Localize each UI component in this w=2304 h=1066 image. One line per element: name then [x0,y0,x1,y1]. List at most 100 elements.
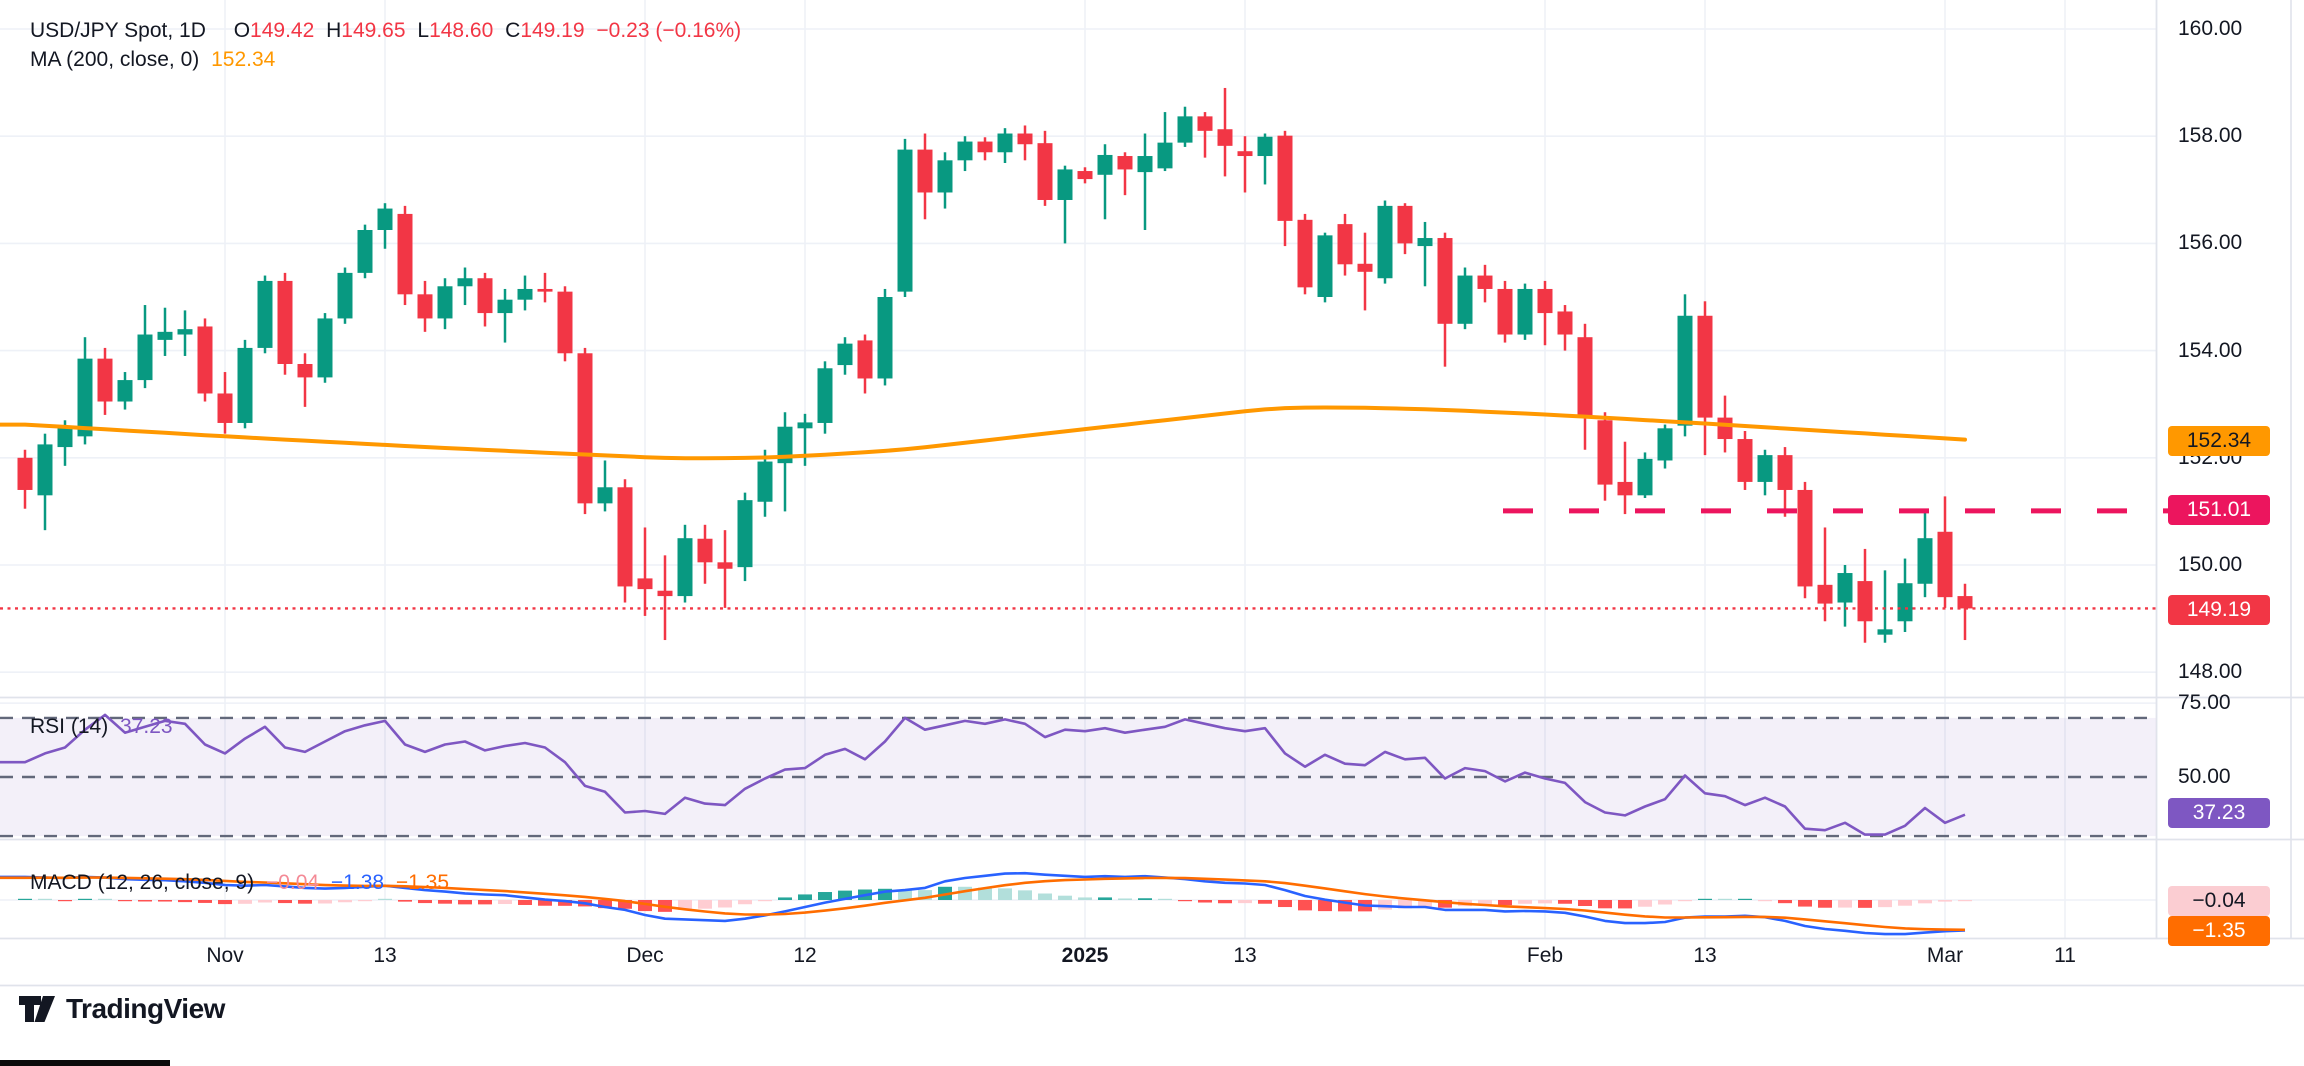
macd-histogram-bar [1218,900,1232,904]
candle-body [57,428,73,448]
candle-body [1637,458,1653,496]
symbol-title: USD/JPY Spot, 1D [30,19,206,42]
macd-histogram-bar [1118,898,1132,900]
low-value: 148.60 [429,19,494,42]
candle-wick [1883,570,1887,643]
macd-histogram-bar [38,898,52,900]
macd-histogram-bar [798,894,812,900]
candle-body [1137,156,1153,173]
candle-body [997,133,1013,153]
candle-body [157,331,173,340]
candle-body [517,288,533,300]
macd-histogram-bar [998,888,1012,900]
high-label: H [326,19,342,42]
candle-body [1577,337,1593,418]
candle-wick [643,527,647,616]
macd-histogram-bar [758,900,772,902]
candle-body [1297,219,1313,288]
macd-histogram-bar [1538,900,1552,904]
candle-body [1957,596,1973,609]
macd-histogram-bar [498,900,512,905]
candle-wick [1203,112,1207,158]
candle-body [817,368,833,423]
candle-wick [603,460,607,512]
candle-body [1797,489,1813,587]
candle-wick [1143,133,1147,230]
rsi-legend-row[interactable]: RSI (14) 37.23 [30,712,179,741]
macd-histogram-bar [358,900,372,902]
candle-body [1517,288,1533,335]
macd-histogram-bar [1698,898,1712,900]
candle-wick [1423,221,1427,287]
candle-body [597,487,613,504]
candle-body [1117,156,1133,170]
macd-signal-line [0,876,1966,932]
candle-body [897,149,913,292]
candle-body [777,426,793,464]
macd-histogram-bar [898,889,912,900]
macd-histogram-bar [1058,895,1072,900]
tradingview-logo[interactable]: TradingView [16,988,225,1030]
ma-legend-row[interactable]: MA (200, close, 0) 152.34 [30,45,281,74]
macd-histogram-bar [1338,900,1352,912]
macd-histogram-bar [1238,900,1252,904]
candle-body [577,353,593,504]
candle-wick [1823,527,1827,622]
symbol-legend-row[interactable]: USD/JPY Spot, 1D O149.42 H149.65 L148.60… [30,16,747,45]
macd-histogram-bar [58,900,72,902]
macd-histogram-bar [518,900,532,905]
macd-histogram-bar [178,900,192,903]
rsi-line [0,713,1966,836]
candle-body [837,343,853,366]
candle-body [1897,583,1913,622]
change-value: −0.23 (−0.16%) [596,19,742,42]
candle-body [1677,315,1693,426]
macd-line [0,871,1966,936]
candle-body [937,160,953,193]
candle-wick [1263,133,1267,185]
candle-body [1277,135,1293,221]
candle-body [1697,315,1713,418]
candle-body [1037,143,1053,200]
macd-histogram-bar [238,900,252,904]
candle-body [1177,116,1193,143]
candle-body [1557,311,1573,335]
macd-histogram-bar [138,900,152,902]
candle-wick [1063,165,1067,244]
macd-histogram-bar [1138,898,1152,900]
macd-histogram-bar [1378,900,1392,910]
macd-legend-row[interactable]: MACD (12, 26, close, 9) −0.04 −1.38 −1.3… [30,868,455,897]
candle-body [497,299,513,314]
macd-histogram-bar [338,900,352,903]
candle-wick [1243,136,1247,193]
macd-histogram-bar [1258,900,1272,904]
macd-histogram-bar [1798,900,1812,907]
macd-histogram-bar [258,900,272,903]
candle-body [1497,288,1513,335]
candle-body [1597,420,1613,485]
macd-histogram-bar [1478,900,1492,905]
macd-histogram-bar [1038,893,1052,900]
candle-body [1777,455,1793,490]
candle-body [1377,205,1393,279]
candle-body [617,487,633,587]
ma-value: 152.34 [211,48,276,71]
last-price-badge: 149.19 [2168,595,2270,625]
macd-histogram-bar [118,900,132,902]
candle-body [237,347,253,423]
macd-histogram-bar [1078,897,1092,900]
candle-wick [803,413,807,466]
candle-body [1937,531,1953,598]
macd-histogram-bar [1638,900,1652,907]
macd-signal-value: −1.35 [395,871,450,894]
brand-wordmark: TradingView [66,993,225,1024]
macd-histogram-bar [1198,900,1212,903]
macd-histogram-bar [778,897,792,900]
macd-histogram-bar [1738,898,1752,900]
candle-body [317,318,333,378]
candle-body [1337,224,1353,265]
macd-histogram-bar [98,898,112,900]
bottom-edge-bar [0,1060,170,1066]
macd-histogram-bar [1918,900,1932,904]
